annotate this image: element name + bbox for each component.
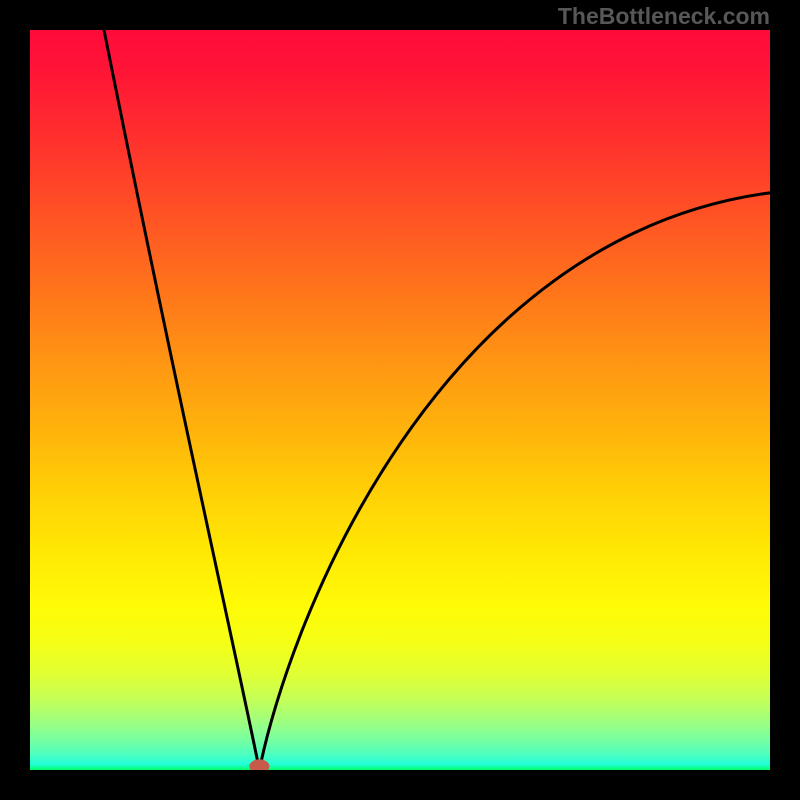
bottleneck-curve — [104, 30, 770, 770]
chart-container: TheBottleneck.com — [0, 0, 800, 800]
vertex-marker — [249, 759, 269, 770]
curve-layer — [30, 30, 770, 770]
watermark-text: TheBottleneck.com — [558, 3, 770, 30]
plot-area — [30, 30, 770, 770]
